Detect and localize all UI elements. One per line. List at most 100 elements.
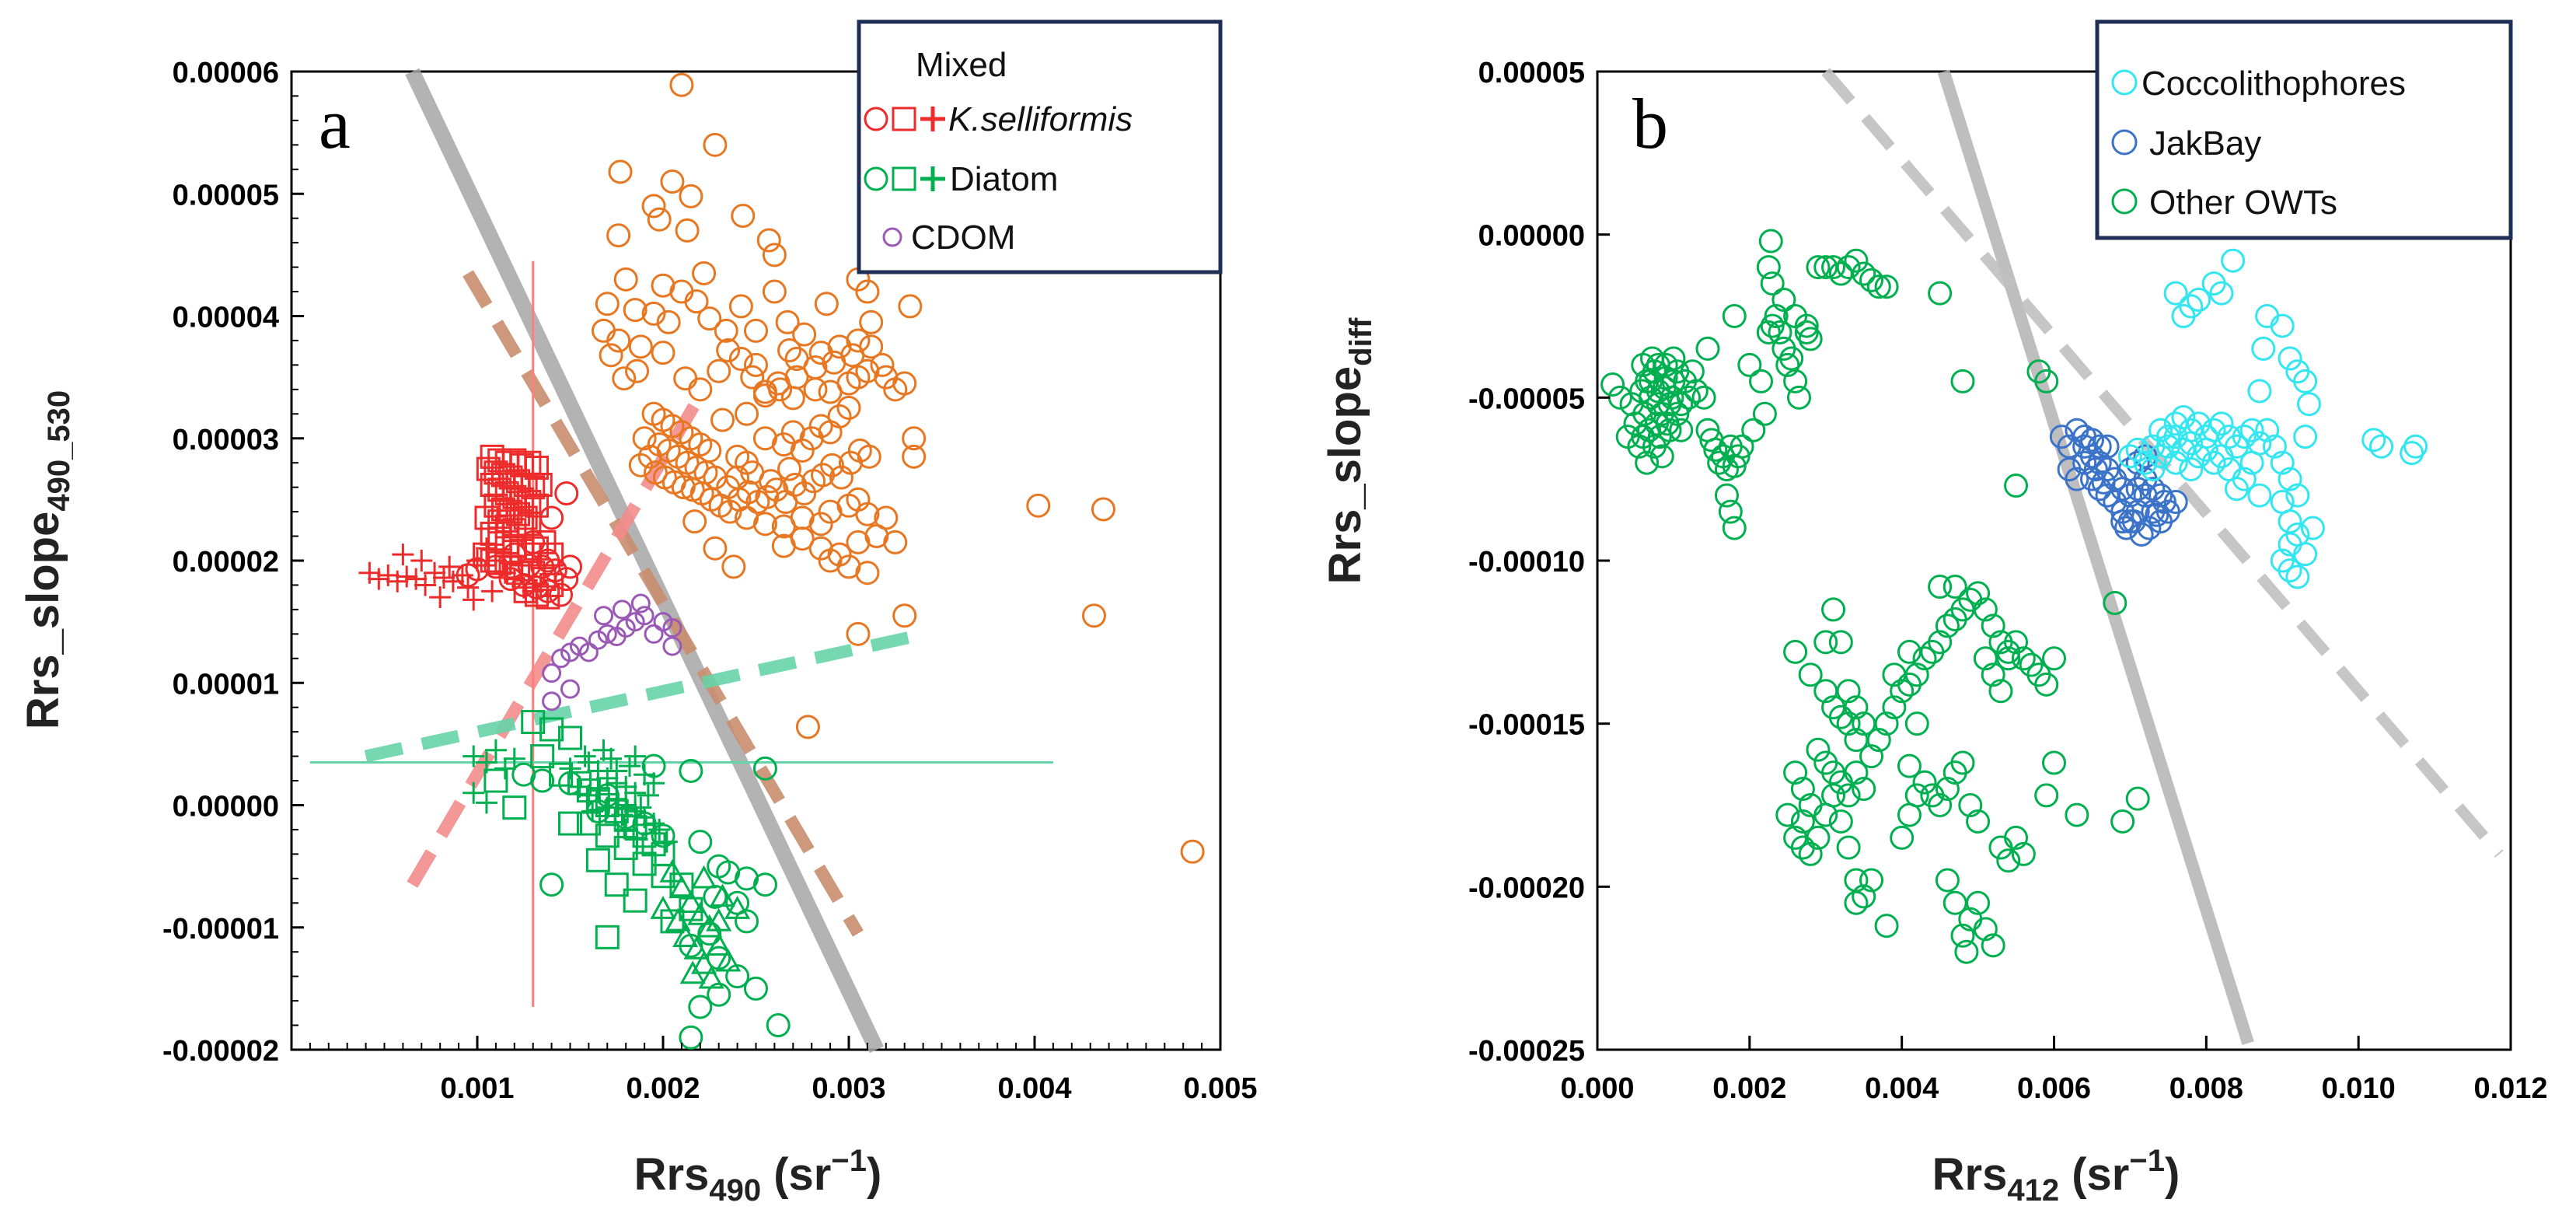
- jakbay-point: [2072, 450, 2097, 475]
- mixed-point: [675, 218, 700, 243]
- cdom-point: [542, 663, 562, 683]
- diatom-square-point: [623, 888, 647, 913]
- coccolithophores-point: [2262, 434, 2287, 459]
- diatom-square-point: [558, 725, 582, 750]
- mixed-point: [647, 207, 672, 232]
- k-selliformis-square-point: [539, 542, 564, 567]
- diatom-plus-point: [624, 781, 647, 804]
- diatom-plus-point: [494, 757, 516, 780]
- diatom-triangle-point: [687, 901, 714, 925]
- mixed-point: [725, 444, 750, 469]
- legend-marker-circle: [864, 107, 888, 131]
- mixed-point: [692, 260, 717, 285]
- other-owts-point: [1783, 760, 1808, 785]
- jakbay-point: [2095, 457, 2120, 482]
- other-owts-point: [1669, 418, 1694, 442]
- panel-b: 0.000 0.002 0.004 0.006 0.008 0.010 0.012 -0.0…: [1320, 19, 2548, 1208]
- mixed-point: [803, 355, 828, 380]
- x-axis-title-b: Rrs412 (sr−1): [1932, 1144, 2180, 1208]
- mixed-point: [836, 395, 861, 420]
- diatom-square-point: [502, 795, 527, 820]
- legend-marker-square: [892, 166, 916, 191]
- panel-a: 0.001 0.002 0.003 0.004 0.005 -0.00002-0.000…: [18, 19, 1258, 1208]
- diatom-circle-point: [688, 995, 713, 1019]
- legend-marker-plus: [920, 166, 945, 191]
- legend-b: Coccolithophores JakBay Other OWTs: [2095, 19, 2513, 240]
- diatom-circle-point: [735, 909, 759, 934]
- other-owts-point: [1836, 835, 1861, 860]
- k-selliformis-circle-point: [554, 481, 579, 506]
- mixed-point: [795, 715, 820, 739]
- k-selliformis-plus-point: [484, 550, 507, 572]
- other-owts-point: [1646, 392, 1670, 417]
- diatom-plus-point: [611, 804, 634, 827]
- mixed-point: [902, 444, 927, 469]
- k-selliformis-plus-point: [438, 555, 461, 578]
- other-owts-point: [1928, 793, 1953, 817]
- mixed-point: [762, 279, 787, 304]
- y-tick-label: 0.00003: [173, 424, 279, 456]
- diatom-square-point: [604, 872, 629, 897]
- other-owts-point: [1821, 255, 1846, 280]
- diatom-triangle-point: [691, 865, 717, 889]
- other-owts-point: [1722, 304, 1747, 328]
- other-owts-point: [1852, 884, 1876, 909]
- other-owts-point: [1844, 760, 1869, 785]
- coccolithophores-point: [2400, 441, 2424, 466]
- coccolithophores-point: [2125, 437, 2150, 462]
- other-owts-point: [1786, 385, 1811, 410]
- legend-marker-circle: [2111, 69, 2138, 96]
- coccolithophores-point: [2247, 483, 2272, 508]
- other-owts-point: [1836, 255, 1861, 280]
- other-owts-point: [1749, 369, 1774, 393]
- other-owts-point: [1882, 662, 1907, 687]
- mixed-point: [682, 509, 707, 534]
- y-axis-title-b: Rrs_slopediff: [1320, 317, 1378, 584]
- jakbay-point: [2065, 467, 2089, 491]
- k-selliformis-plus-point: [451, 564, 473, 586]
- other-owts-point: [1649, 444, 1674, 469]
- mixed-point: [613, 267, 638, 292]
- legend-label-cdom: CDOM: [911, 218, 1015, 257]
- mixed-point: [827, 404, 852, 428]
- other-owts-point: [1768, 320, 1792, 344]
- k-selliformis-plus-point: [414, 574, 437, 596]
- other-owts-point: [1973, 597, 1998, 622]
- other-owts-point: [1981, 933, 2005, 958]
- y-tick-label: -0.00020: [1468, 872, 1585, 904]
- mixed-point: [679, 184, 703, 208]
- x-tick-label: 0.008: [2169, 1072, 2243, 1105]
- mixed-point: [728, 294, 753, 319]
- mixed-point: [1081, 603, 1106, 628]
- other-owts-point: [1714, 483, 1739, 508]
- diatom-triangle-point: [679, 960, 706, 984]
- jakbay-point: [2163, 490, 2188, 515]
- other-owts-point: [2065, 802, 2089, 827]
- other-owts-point: [1874, 914, 1899, 939]
- other-owts-point: [1904, 711, 1929, 736]
- coccolithophores-point: [2194, 437, 2218, 462]
- other-owts-point: [1779, 346, 1804, 371]
- legend-box-b: [2095, 19, 2513, 240]
- diatom-square-point: [651, 864, 675, 889]
- diatom-circle-point: [707, 982, 731, 1007]
- mixed-point: [641, 301, 666, 326]
- k-selliformis-plus-point: [512, 576, 535, 599]
- other-owts-point: [1828, 630, 1853, 655]
- other-owts-point: [1942, 575, 1967, 600]
- reference-line-grey-solid: [405, 68, 884, 1054]
- mixed-point: [714, 318, 738, 343]
- k-selliformis-square-point: [509, 514, 534, 539]
- cdom-point: [597, 624, 617, 644]
- legend-label-other-owts: Other OWTs: [2149, 184, 2337, 222]
- coccolithophores-point: [2148, 418, 2173, 442]
- other-owts-point: [1718, 499, 1743, 524]
- points-a: [358, 72, 1205, 1050]
- k-selliformis-circle-point: [558, 554, 582, 579]
- other-owts-point: [1874, 711, 1899, 736]
- other-owts-point: [2110, 809, 2135, 834]
- other-owts-point: [1996, 646, 2021, 671]
- mixed-point: [892, 603, 917, 628]
- cdom-point: [662, 617, 682, 638]
